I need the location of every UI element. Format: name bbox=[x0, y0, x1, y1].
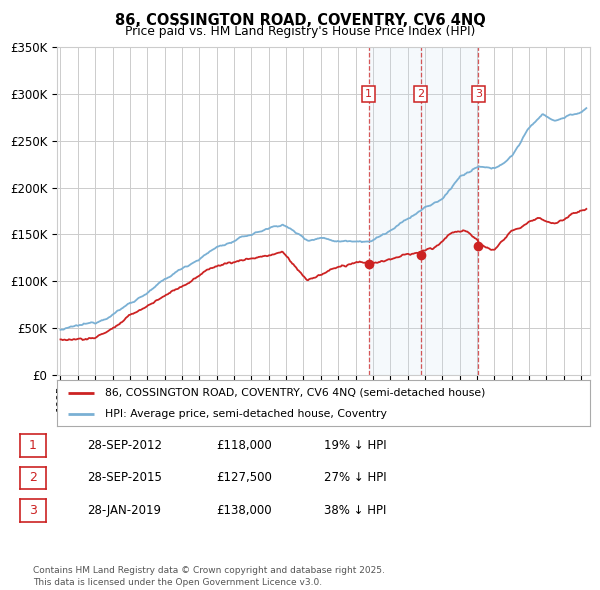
Text: 2: 2 bbox=[417, 89, 424, 99]
Text: 3: 3 bbox=[475, 89, 482, 99]
Text: 3: 3 bbox=[29, 504, 37, 517]
Text: Contains HM Land Registry data © Crown copyright and database right 2025.
This d: Contains HM Land Registry data © Crown c… bbox=[33, 566, 385, 587]
Text: £127,500: £127,500 bbox=[216, 471, 272, 484]
Text: HPI: Average price, semi-detached house, Coventry: HPI: Average price, semi-detached house,… bbox=[105, 409, 387, 419]
Text: 86, COSSINGTON ROAD, COVENTRY, CV6 4NQ: 86, COSSINGTON ROAD, COVENTRY, CV6 4NQ bbox=[115, 13, 485, 28]
Text: 28-JAN-2019: 28-JAN-2019 bbox=[87, 504, 161, 517]
Text: 1: 1 bbox=[29, 439, 37, 452]
Bar bbox=[421, 47, 478, 375]
Text: 38% ↓ HPI: 38% ↓ HPI bbox=[324, 504, 386, 517]
Bar bbox=[368, 47, 421, 375]
Text: Price paid vs. HM Land Registry's House Price Index (HPI): Price paid vs. HM Land Registry's House … bbox=[125, 25, 475, 38]
Text: £138,000: £138,000 bbox=[216, 504, 272, 517]
Text: 27% ↓ HPI: 27% ↓ HPI bbox=[324, 471, 386, 484]
Text: 28-SEP-2012: 28-SEP-2012 bbox=[87, 439, 162, 452]
Text: 19% ↓ HPI: 19% ↓ HPI bbox=[324, 439, 386, 452]
Text: 28-SEP-2015: 28-SEP-2015 bbox=[87, 471, 162, 484]
Text: 86, COSSINGTON ROAD, COVENTRY, CV6 4NQ (semi-detached house): 86, COSSINGTON ROAD, COVENTRY, CV6 4NQ (… bbox=[105, 388, 485, 398]
Text: 2: 2 bbox=[29, 471, 37, 484]
Text: £118,000: £118,000 bbox=[216, 439, 272, 452]
Text: 1: 1 bbox=[365, 89, 372, 99]
